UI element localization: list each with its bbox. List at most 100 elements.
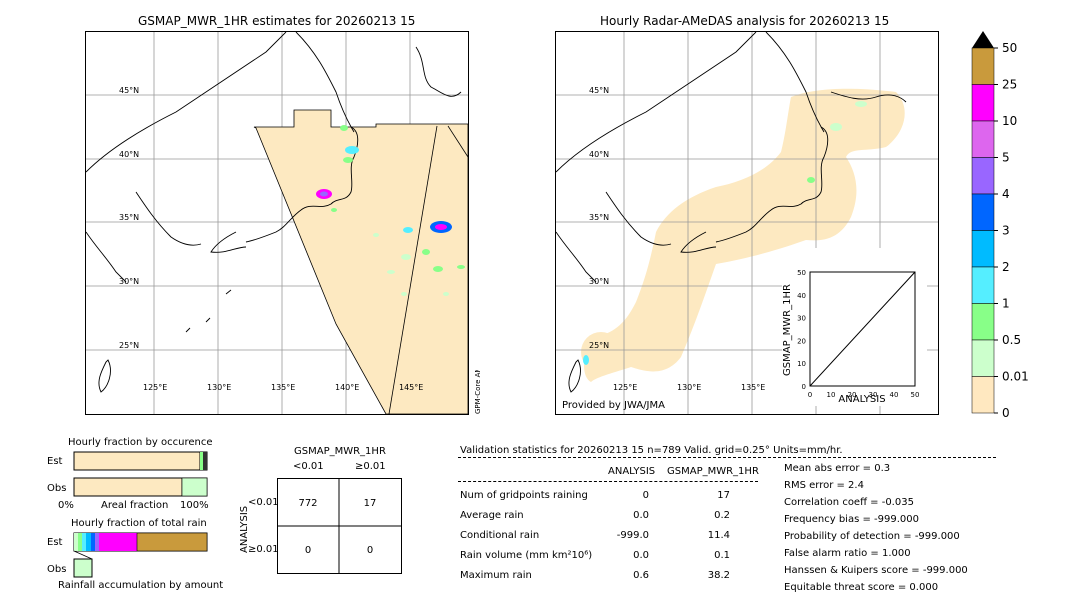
- right-lon-label: 130°E: [677, 383, 701, 392]
- colorbar-label: 25: [1002, 78, 1017, 92]
- left-lat-label: 40°N: [119, 150, 139, 159]
- left-lon-label: 130°E: [207, 383, 231, 392]
- validation-row-label: Num of gridpoints raining: [460, 490, 588, 501]
- colorbar-segment: [971, 157, 995, 195]
- score-line: Hanssen & Kuipers score = -999.000: [784, 565, 968, 576]
- left-lat-label: 35°N: [119, 213, 139, 222]
- total-rain-row-obs: Obs: [47, 564, 67, 575]
- right-lat-label: 25°N: [589, 341, 609, 350]
- scatter-inset-svg: 00 10 10 20 20 30 30 40 40 50 50 ANALYSIS GSMAP_MW…: [782, 269, 920, 405]
- score-line: Probability of detection = -999.000: [784, 531, 960, 542]
- colorbar-label: 0.01: [1002, 370, 1029, 384]
- scatter-inset: 0 0 10 10 20 20 30 30 40 40 50 50 ANALYSIS GSMAP_MW…: [782, 248, 927, 406]
- score-line: Correlation coeff = -0.035: [784, 497, 914, 508]
- left-map-corner-text: GPM-Core AMSR2: [474, 370, 482, 414]
- validation-analysis-value: 0.0: [633, 550, 649, 561]
- contingency-col-header: <0.01: [293, 461, 324, 472]
- right-lat-label: 40°N: [589, 150, 609, 159]
- occurrence-row-obs: Obs: [47, 483, 67, 494]
- total-est-seg: [82, 533, 86, 551]
- contingency-title: GSMAP_MWR_1HR: [294, 446, 386, 457]
- left-map-title: GSMAP_MWR_1HR estimates for 20260213 15: [138, 14, 416, 28]
- occurrence-obs-wet: [181, 477, 208, 497]
- right-map-title: Hourly Radar-AMeDAS analysis for 2026021…: [600, 14, 890, 28]
- inset-xtick: 50: [911, 391, 920, 399]
- contingency-row-header: <0.01: [248, 497, 279, 508]
- validation-row-label: Conditional rain: [460, 530, 540, 541]
- colorbar-label: 0: [1002, 406, 1010, 418]
- total-est-seg: [95, 533, 99, 551]
- right-map-canvas: 45°N 40°N 35°N 30°N 25°N 125°E 130°E 135…: [556, 32, 938, 414]
- colorbar-svg: 50 25 10 5 4 3 2 1 0.5 0.01 0: [971, 31, 1029, 420]
- left-lon-label: 125°E: [143, 383, 167, 392]
- total-rain-bars: [73, 532, 208, 578]
- colorbar-segment: [971, 303, 995, 341]
- occurrence-est-wet: [200, 452, 203, 470]
- right-lat-label: 30°N: [589, 277, 609, 286]
- diagonal-line: [809, 271, 916, 387]
- left-map-swath: [253, 109, 468, 414]
- contingency-cell: 772: [298, 498, 317, 509]
- colorbar-segment: [971, 376, 995, 414]
- validation-row-label: Average rain: [460, 510, 524, 521]
- occurrence-est-heavy: [203, 452, 207, 470]
- colorbar-label: 3: [1002, 224, 1010, 238]
- occurrence-axis-right: 100%: [180, 500, 209, 511]
- data-credit: Provided by JWA/JMA: [562, 400, 665, 411]
- right-map-coastline: [556, 32, 907, 393]
- colorbar-segment: [971, 230, 995, 268]
- total-est-seg: [99, 533, 137, 551]
- inset-ytick: 50: [797, 269, 806, 277]
- colorbar-segment: [971, 339, 995, 377]
- validation-subdivider: [458, 481, 758, 482]
- score-line: False alarm ratio = 1.000: [784, 548, 911, 559]
- right-map-coverage: [581, 88, 905, 382]
- inset-xtick: 10: [827, 391, 836, 399]
- left-lat-label: 45°N: [119, 86, 139, 95]
- right-lat-label: 45°N: [589, 86, 609, 95]
- total-obs-seg: [73, 558, 93, 578]
- validation-gsmap-value: 11.4: [707, 530, 730, 541]
- colorbar-label: 1: [1002, 297, 1010, 311]
- validation-row-label: Rain volume (mm km²10⁶): [460, 550, 593, 561]
- inset-ytick: 0: [802, 383, 806, 391]
- contingency-grid: 772 17 0 0: [277, 478, 402, 574]
- inset-ytick: 40: [797, 292, 806, 300]
- inset-xtick: 20: [848, 391, 857, 399]
- score-line: Frequency bias = -999.000: [784, 514, 919, 525]
- occurrence-axis-mid: Areal fraction: [101, 500, 169, 511]
- contingency-col-header: ≥0.01: [355, 461, 386, 472]
- contingency-side: ANALYSIS: [239, 506, 250, 553]
- colorbar-label: 50: [1002, 41, 1017, 55]
- colorbar-segment: [971, 84, 995, 122]
- score-line: Equitable threat score = 0.000: [784, 582, 939, 593]
- validation-analysis-value: 0.0: [633, 510, 649, 521]
- validation-analysis-value: 0.6: [633, 570, 649, 581]
- inset-ylabel: GSMAP_MWR_1HR: [782, 284, 793, 376]
- inset-xtick: 30: [869, 391, 878, 399]
- right-map: 45°N 40°N 35°N 30°N 25°N 125°E 130°E 135…: [555, 31, 939, 415]
- colorbar-label: 0.5: [1002, 333, 1021, 347]
- colorbar-extend-arrow: [972, 31, 994, 48]
- validation-gsmap-value: 38.2: [707, 570, 730, 581]
- left-map-rain: [316, 125, 465, 296]
- left-lon-label: 140°E: [335, 383, 359, 392]
- inset-ytick: 30: [797, 315, 806, 323]
- left-lon-label: 135°E: [271, 383, 295, 392]
- corner-text: GPM-Core AMSR2: [474, 370, 482, 414]
- inset-ytick: 10: [797, 360, 806, 368]
- inset-xlabel: ANALYSIS: [838, 394, 885, 405]
- validation-divider: [458, 457, 996, 458]
- validation-header: Validation statistics for 20260213 15 n=…: [460, 445, 843, 456]
- validation-col-gsmap: GSMAP_MWR_1HR: [667, 466, 759, 477]
- occurrence-est-dry: [73, 451, 201, 471]
- total-est-seg: [74, 533, 78, 551]
- total-est-seg: [91, 533, 95, 551]
- colorbar-segment: [971, 193, 995, 231]
- validation-analysis-value: 0: [642, 490, 649, 501]
- score-line: RMS error = 2.4: [784, 480, 864, 491]
- colorbar-label: 4: [1002, 187, 1010, 201]
- contingency-side-label: ANALYSIS: [239, 506, 250, 553]
- right-lat-label: 35°N: [589, 213, 609, 222]
- validation-gsmap-value: 17: [717, 490, 730, 501]
